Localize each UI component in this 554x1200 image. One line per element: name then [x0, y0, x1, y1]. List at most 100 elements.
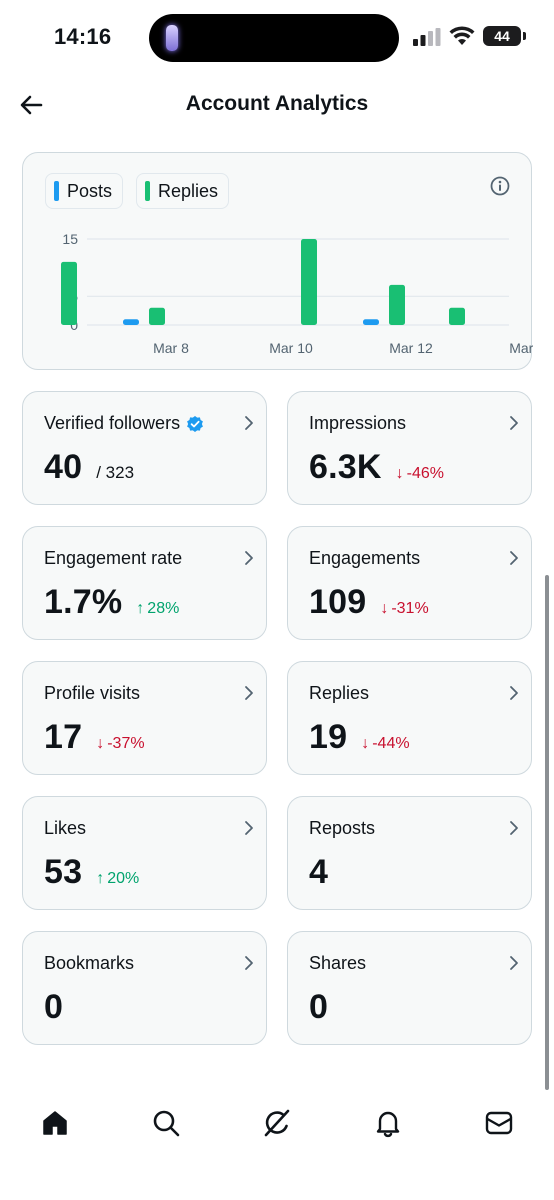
stat-card-replies[interactable]: Replies 19 ↓ -44%: [287, 661, 532, 775]
dynamic-island: [149, 14, 399, 62]
replies-bar: [449, 307, 465, 325]
stat-value-row: 19 ↓ -44%: [309, 718, 410, 757]
legend-posts[interactable]: Posts: [45, 173, 124, 209]
replies-bar: [301, 239, 317, 325]
stat-change: ↓ -37%: [96, 735, 144, 753]
stat-change: ↓ -31%: [380, 600, 428, 618]
stat-label: Replies: [309, 683, 370, 703]
stat-label: Likes: [44, 818, 87, 838]
stat-value: 1.7%: [44, 583, 123, 621]
stat-card-impressions[interactable]: Impressions 6.3K ↓ -46%: [287, 391, 532, 505]
scrollbar[interactable]: [545, 575, 549, 1090]
home-icon[interactable]: [40, 1108, 70, 1138]
stat-label: Verified followers: [44, 413, 181, 433]
y-tick-label: 15: [62, 231, 78, 247]
stat-change-value: -31%: [391, 600, 429, 617]
stat-value-row: 53 ↑ 20%: [44, 853, 139, 892]
stat-label: Shares: [309, 953, 367, 973]
arrow-up-icon: ↑: [96, 870, 105, 887]
stat-value-row: 0: [44, 988, 63, 1027]
stat-value-row: 0: [309, 988, 328, 1027]
bell-icon[interactable]: [373, 1108, 403, 1138]
arrow-down-icon: ↓: [96, 735, 105, 752]
stat-value-row: 109 ↓ -31%: [309, 583, 429, 622]
replies-bar: [149, 307, 165, 325]
arrow-down-icon: ↓: [380, 600, 389, 617]
chevron-right-icon: [245, 956, 253, 970]
chevron-right-icon: [245, 551, 253, 565]
x-tick-label: Mar 14: [509, 340, 533, 356]
posts-bar: [363, 319, 379, 325]
stat-change: ↓ -44%: [361, 735, 409, 753]
search-icon[interactable]: [151, 1108, 181, 1138]
info-icon[interactable]: [489, 175, 511, 197]
flashlight-icon: [166, 25, 178, 51]
stat-label-row: Likes: [44, 818, 86, 839]
stat-change: ↑ 20%: [96, 870, 139, 888]
stat-label-row: Replies: [309, 683, 369, 704]
posts-bar: [123, 319, 139, 325]
stat-value: 0: [309, 988, 329, 1026]
stat-label-row: Verified followers: [44, 413, 204, 434]
stat-label: Engagement rate: [44, 548, 183, 568]
stat-value: 6.3K: [309, 448, 382, 486]
chevron-right-icon: [245, 821, 253, 835]
legend-posts-label: Posts: [67, 180, 113, 201]
chevron-right-icon: [245, 416, 253, 430]
arrow-down-icon: ↓: [395, 465, 404, 482]
grok-icon[interactable]: [262, 1108, 292, 1138]
stat-total: / 323: [96, 463, 135, 482]
battery-indicator: 44: [483, 26, 526, 46]
stat-label: Bookmarks: [44, 953, 135, 973]
stat-label-row: Shares: [309, 953, 366, 974]
stat-label-row: Profile visits: [44, 683, 140, 704]
stat-label: Impressions: [309, 413, 407, 433]
stat-value-row: 40 / 323: [44, 448, 134, 487]
stat-value: 53: [44, 853, 83, 891]
stat-change-value: 20%: [107, 870, 140, 887]
stat-value-row: 1.7% ↑ 28%: [44, 583, 179, 622]
chevron-right-icon: [510, 416, 518, 430]
stat-value-row: 4: [309, 853, 328, 892]
stat-change: ↓ -46%: [396, 465, 444, 483]
mail-icon[interactable]: [484, 1108, 514, 1138]
stat-card-reposts[interactable]: Reposts 4: [287, 796, 532, 910]
stat-value: 19: [309, 718, 348, 756]
x-tick-label: Mar 12: [389, 340, 433, 356]
stat-label: Profile visits: [44, 683, 141, 703]
wifi-icon: [449, 26, 475, 45]
stat-card-shares[interactable]: Shares 0: [287, 931, 532, 1045]
arrow-up-icon: ↑: [136, 600, 145, 617]
stat-value: 109: [309, 583, 367, 621]
replies-bar: [61, 261, 77, 325]
status-bar: 14:16 44: [0, 0, 554, 76]
x-tick-label: Mar 10: [269, 340, 313, 356]
stat-change: ↑ 28%: [136, 600, 179, 618]
stat-value-row: 17 ↓ -37%: [44, 718, 145, 757]
stat-value: 17: [44, 718, 83, 756]
legend-replies[interactable]: Replies: [136, 173, 230, 209]
back-arrow-icon[interactable]: [16, 90, 46, 120]
stat-card-engagements[interactable]: Engagements 109 ↓ -31%: [287, 526, 532, 640]
stat-card-verified-followers[interactable]: Verified followers 40 / 323: [22, 391, 267, 505]
stat-label-row: Engagements: [309, 548, 420, 569]
stat-card-profile-visits[interactable]: Profile visits 17 ↓ -37%: [22, 661, 267, 775]
page-title: Account Analytics: [185, 92, 369, 115]
stat-card-bookmarks[interactable]: Bookmarks 0: [22, 931, 267, 1045]
arrow-down-icon: ↓: [361, 735, 370, 752]
stat-value: 0: [44, 988, 64, 1026]
legend-replies-swatch: [145, 181, 150, 201]
bottom-navigation: [0, 1096, 554, 1156]
status-time: 14:16: [54, 24, 112, 49]
stat-label: Engagements: [309, 548, 421, 568]
stat-label-row: Bookmarks: [44, 953, 134, 974]
stat-card-engagement-rate[interactable]: Engagement rate 1.7% ↑ 28%: [22, 526, 267, 640]
x-tick-label: Mar 8: [153, 340, 189, 356]
stat-value: 40: [44, 448, 83, 486]
chevron-right-icon: [510, 821, 518, 835]
stat-value-row: 6.3K ↓ -46%: [309, 448, 444, 487]
stat-card-likes[interactable]: Likes 53 ↑ 20%: [22, 796, 267, 910]
stat-change-value: -46%: [406, 465, 444, 482]
